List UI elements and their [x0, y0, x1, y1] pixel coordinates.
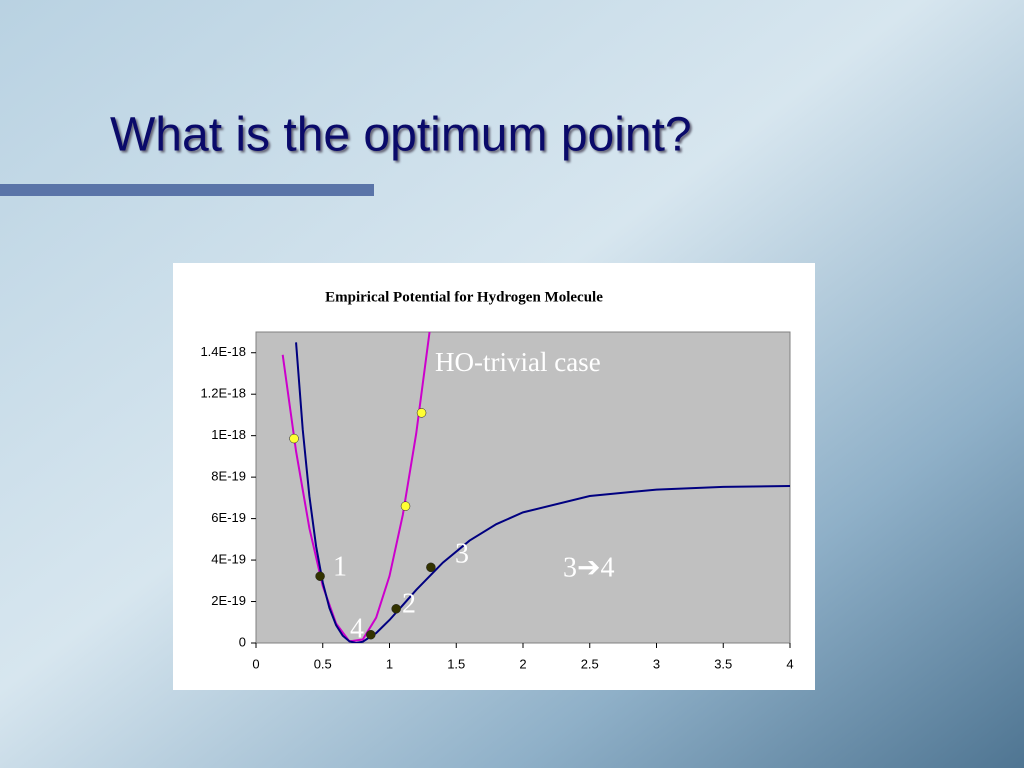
x-tick-label: 0.5 — [314, 656, 332, 671]
annotation: 4 — [350, 613, 364, 644]
x-tick-label: 3.5 — [714, 656, 732, 671]
curve — [281, 332, 431, 643]
marker — [416, 408, 427, 418]
x-tick-label: 3 — [653, 656, 660, 671]
marker — [366, 629, 376, 640]
y-tick-label: 8E-19 — [211, 469, 246, 484]
marker — [289, 433, 299, 444]
x-tick-label: 1.5 — [447, 656, 465, 671]
y-tick-label: 4E-19 — [211, 552, 246, 567]
annotation: 3 — [455, 538, 469, 569]
x-tick-label: 2.5 — [581, 656, 599, 671]
y-tick-label: 1E-18 — [211, 427, 246, 442]
x-tick-label: 4 — [786, 656, 793, 671]
plot — [281, 332, 790, 643]
x-tick-label: 1 — [386, 656, 393, 671]
y-tick-label: 6E-19 — [211, 510, 246, 525]
marker — [400, 501, 411, 511]
annotation: 1 — [333, 551, 347, 582]
y-tick-label: 0 — [239, 634, 246, 649]
marker — [426, 562, 436, 573]
marker — [315, 571, 325, 581]
curve — [295, 342, 790, 643]
y-tick-label: 1.2E-18 — [200, 386, 246, 401]
annotation: 2 — [402, 588, 416, 619]
slide-title: What is the optimum point? — [110, 109, 692, 162]
x-tick-label: 0 — [252, 656, 259, 671]
y-tick-label: 1.4E-18 — [200, 344, 246, 359]
y-tick-label: 2E-19 — [211, 593, 246, 608]
title-bar — [0, 184, 374, 196]
annotation: HO-trivial case — [435, 347, 601, 377]
x-tick-label: 2 — [519, 656, 526, 671]
chart-title: Empirical Potential for Hydrogen Molecul… — [325, 289, 603, 305]
marker — [391, 604, 401, 614]
annotation: 3➔4 — [563, 552, 614, 583]
